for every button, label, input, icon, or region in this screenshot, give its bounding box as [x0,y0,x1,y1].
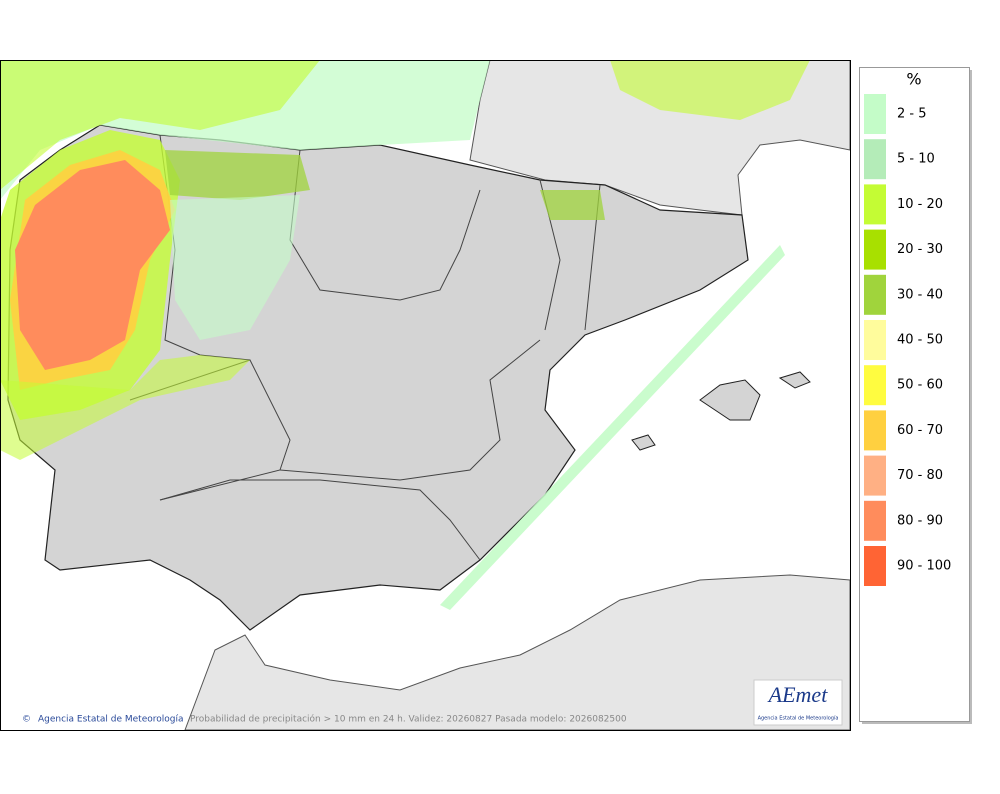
precip-area [1,61,320,190]
legend-swatch [864,500,886,541]
legend-swatch [864,274,886,315]
caption: Probabilidad de precipitación > 10 mm en… [190,714,627,725]
precip-area [440,245,785,610]
legend-swatch [864,229,886,270]
logo: AEmet [767,682,829,707]
legend-label: 30 - 40 [897,287,943,302]
precip-area [165,150,310,200]
legend-title: % [906,70,921,89]
legend-label: 20 - 30 [897,242,943,257]
legend: % 2 - 5 5 - 10 10 - 20 20 - 30 30 - 40 40 - 5… [859,67,972,724]
legend-label: 80 - 90 [897,513,943,528]
legend-label: 50 - 60 [897,378,943,393]
legend-swatch [864,139,886,180]
credit: Agencia Estatal de Meteorología [38,715,184,725]
precip-area [610,61,810,120]
legend-label: 70 - 80 [897,468,943,483]
logo-box [753,679,843,726]
legend-swatch [864,94,886,134]
mallorca [699,379,761,421]
legend-swatch [864,184,886,225]
africa [184,574,850,730]
menorca [778,371,811,389]
legend-label: 60 - 70 [897,423,943,438]
legend-label: 5 - 10 [897,152,935,167]
precip-area [540,190,605,220]
precip-area [1,355,250,460]
map: © Agencia Estatal de Meteorología Probab… [0,60,851,731]
legend-swatch [864,546,886,586]
logo-subtitle: Agencia Estatal de Meteorología [758,715,839,722]
legend-swatch [864,455,886,496]
credit-icon: © [22,715,31,725]
legend-label: 10 - 20 [897,197,943,212]
legend-label: 90 - 100 [897,559,951,574]
legend-swatch [864,320,886,360]
legend-label: 40 - 50 [897,333,943,348]
precip-area [15,160,170,370]
ibiza [631,434,656,451]
precip-area [170,195,300,340]
legend-swatch [864,410,886,451]
legend-label: 2 - 5 [897,107,927,122]
legend-swatch [864,365,886,406]
